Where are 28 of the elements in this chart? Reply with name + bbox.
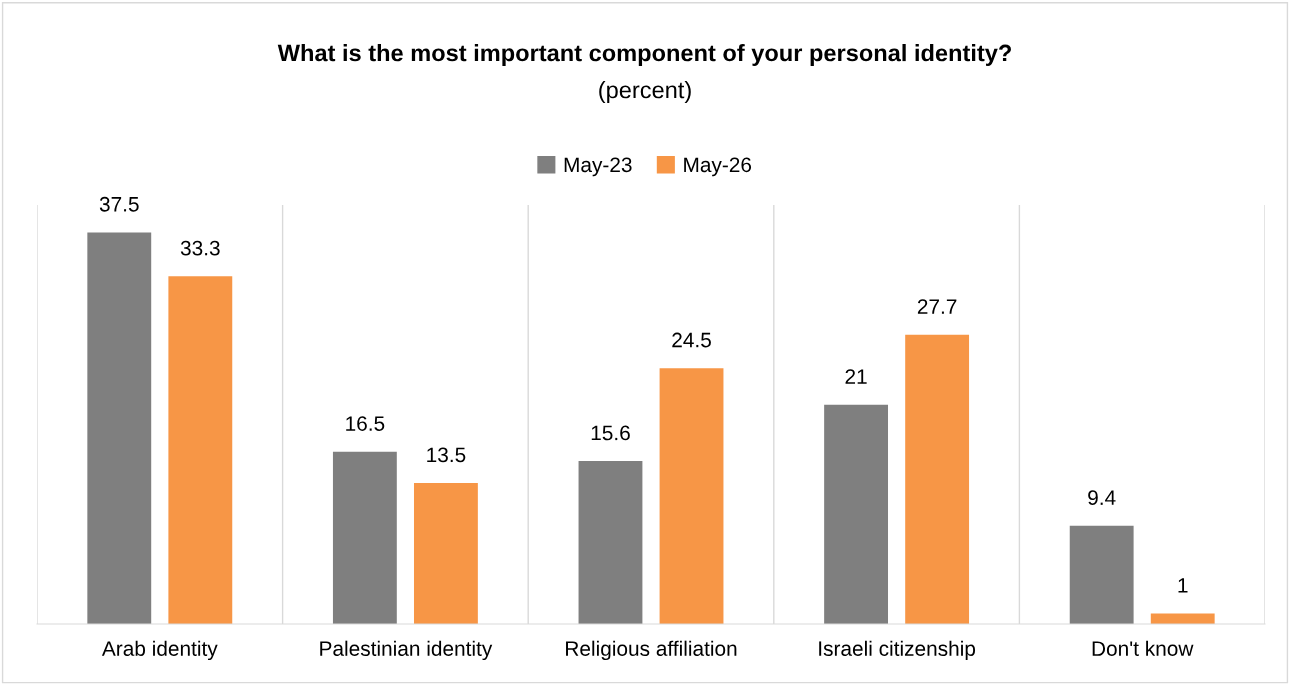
chart-subtitle: (percent) [599, 81, 691, 103]
bar [659, 368, 724, 624]
bar [1069, 525, 1134, 624]
x-tick-label: Palestinian identity [320, 640, 493, 661]
bar [87, 232, 152, 624]
data-label: 1 [1178, 578, 1188, 593]
data-label: 9.4 [1088, 490, 1116, 506]
x-tick-label: Israeli citizenship [819, 640, 976, 661]
bar [168, 276, 233, 624]
x-tick-label: Religious affiliation [566, 640, 737, 661]
data-label: 24.5 [672, 332, 711, 348]
x-tick-label: Don't know [1092, 640, 1194, 656]
bar [414, 483, 478, 624]
legend-label: May-26 [684, 157, 752, 177]
bar [578, 461, 643, 624]
bar [905, 334, 970, 624]
chart-title: What is the most important component of your personal identity? [277, 44, 1011, 66]
data-label: 27.7 [917, 299, 957, 314]
data-label: 13.5 [427, 447, 466, 463]
data-label: 15.6 [591, 425, 630, 441]
bar [332, 451, 397, 624]
data-label: 16.5 [346, 416, 385, 431]
legend-label: May-23 [564, 157, 632, 177]
data-label: 33.3 [180, 240, 220, 256]
data-label: 37.5 [99, 196, 139, 212]
bar [824, 404, 888, 624]
x-tick-label: Arab identity [101, 640, 218, 661]
data-label: 21 [845, 369, 867, 384]
